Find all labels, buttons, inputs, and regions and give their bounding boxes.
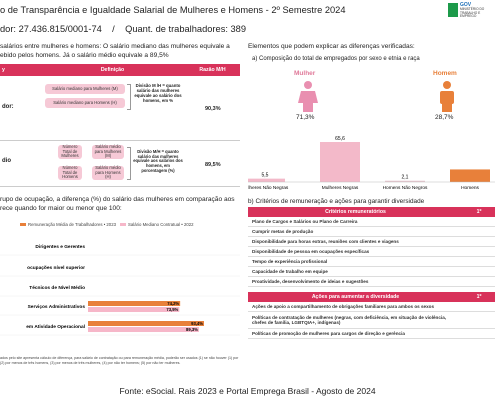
- category-label: Técnicos de Nível Médio: [29, 285, 85, 291]
- table-header: Critérios remuneratórios: [248, 207, 463, 217]
- value-label: 73,5%: [166, 307, 178, 312]
- table-header: Ações para aumentar a diversidade: [248, 292, 463, 302]
- bar: [385, 180, 425, 182]
- row-label: dor:: [2, 104, 14, 110]
- bar: [88, 301, 181, 306]
- row-divider: [0, 140, 240, 141]
- value-label: 93,4%: [191, 321, 203, 326]
- definition-box: Número Total de Mulheres: [58, 144, 82, 159]
- table-row: Plano de Cargos e Salários ou Plano de C…: [248, 217, 495, 227]
- ratio: 90,3%: [205, 106, 221, 112]
- section-subheading: a) Composição do total de empregados por…: [252, 56, 420, 62]
- ratio: 89,5%: [205, 162, 221, 168]
- table-header: Definição: [40, 64, 185, 76]
- table-header: y: [0, 64, 40, 76]
- table-row: Capacidade de trabalho em equipe: [248, 267, 495, 277]
- intro-line: salários entre mulheres e homens: O salá…: [0, 43, 230, 50]
- category-label: Mulheres Negras: [322, 185, 359, 191]
- definition-box: Salário mediano para Homens (H): [45, 98, 125, 108]
- value-label: 74,2%: [167, 301, 179, 306]
- legend-label: Remuneração Média de Trabalhadores • 202…: [28, 222, 117, 227]
- table-row: Proatividade, desenvolvimento de ideias …: [248, 277, 495, 287]
- definition-box: Número Total de Homens: [58, 165, 82, 180]
- occupation-intro: rupo de ocupação, a diferença (%) do sal…: [0, 196, 235, 203]
- logo-line: MINISTÉRIO DO: [460, 7, 485, 11]
- footnote: ados pelo site apresenta cálculo de dife…: [0, 356, 239, 360]
- table-row: Tempo de experiência profissional: [248, 257, 495, 267]
- table-row: Ações de apoio a compartilhamento de obr…: [248, 302, 495, 312]
- division-note: Divisão M /H = quanto salário das mulher…: [134, 83, 182, 103]
- definition-box: Salário médio para Mulheres (M): [92, 144, 124, 159]
- footnote: (2) por menos de três homens, (3) por me…: [0, 361, 181, 365]
- value-label: 65,6: [335, 136, 345, 142]
- logo-line: EMPREGO: [460, 14, 477, 19]
- report-title: o de Transparência e Igualdade Salarial …: [0, 5, 346, 15]
- category-label: ocupações nível superior: [27, 265, 85, 271]
- legend-swatch: [20, 223, 26, 226]
- value-label: 2,1: [402, 175, 409, 181]
- footer: Fonte: eSocial. Rais 2023 e Portal Empre…: [119, 386, 376, 396]
- category-label: Homens: [461, 185, 479, 191]
- row-divider: [0, 186, 240, 187]
- section-heading: b) Critérios de remuneração e ações para…: [248, 198, 425, 205]
- row-label: dio: [2, 158, 11, 164]
- logo-line: TRABALHO E: [460, 10, 481, 15]
- table-row: Disponibilidade de pessoa em ocupações e…: [248, 247, 495, 257]
- value-label: 5,5: [262, 173, 269, 179]
- value-label: 89,3%: [186, 327, 198, 332]
- sex-label: Homem: [433, 70, 457, 77]
- category-label: Serviços Administrativos: [28, 304, 86, 310]
- definition-box: Salário mediano para Mulheres (M): [45, 84, 125, 94]
- bar: [450, 169, 490, 182]
- table-header: 1º: [463, 207, 495, 217]
- woman-icon: [298, 81, 318, 112]
- bar: [320, 142, 360, 182]
- employer-line: dor: 27.436.815/0001-74 / Quant. de trab…: [0, 24, 247, 34]
- composition-chart: 5,5 Mulheres Não Negras 65,6 Mulheres Negra…: [248, 136, 495, 191]
- category-label: Dirigentes e Gerentes: [35, 244, 85, 250]
- table-row: Disponibilidade para horas extras, reuni…: [248, 237, 495, 247]
- table-row: Políticas de contratação de mulheres (ne…: [248, 312, 495, 329]
- table-row: Políticas de promoção de mulheres para c…: [248, 329, 495, 339]
- legend-swatch: [120, 223, 126, 226]
- bar: [248, 178, 285, 182]
- logo-gov: GOV: [460, 2, 472, 8]
- man-icon: [440, 81, 454, 112]
- logo-text: MINISTÉRIO DO TRABALHO E EMPREGO: [460, 7, 485, 19]
- sex-share: 71,3%: [296, 114, 315, 121]
- sex-share: 28,7%: [435, 114, 454, 121]
- category-label: em Atividade Operacional: [26, 324, 85, 330]
- bar: [88, 327, 199, 332]
- table-header: Razão M/H: [185, 64, 240, 76]
- occupation-intro: rece quando for maior ou menor que 100:: [0, 205, 122, 212]
- bracket: [127, 147, 131, 180]
- section-heading: Elementos que podem explicar as diferenç…: [248, 43, 415, 50]
- legend-label: Salário Mediano Contratual • 2022: [128, 222, 194, 227]
- table-header: 1º: [463, 292, 495, 302]
- occupation-chart: Remuneração Média de Trabalhadores • 202…: [0, 222, 240, 336]
- sex-label: Mulher: [294, 70, 316, 77]
- bar: [88, 307, 180, 312]
- bar: [88, 321, 204, 326]
- table-row: Cumprir metas de produção: [248, 227, 495, 237]
- category-label: Mulheres Não Negras: [248, 185, 289, 191]
- division-note: Divisão M/H = quanto salário das mulhere…: [133, 149, 183, 173]
- definition-box: Salário médio para Homens (H): [92, 165, 124, 180]
- bracket: [127, 84, 131, 110]
- intro-line: ebido pelos homens. Já o salário médio e…: [0, 52, 169, 59]
- category-label: Homens Não Negros: [383, 185, 428, 191]
- logo-flag: [448, 3, 458, 17]
